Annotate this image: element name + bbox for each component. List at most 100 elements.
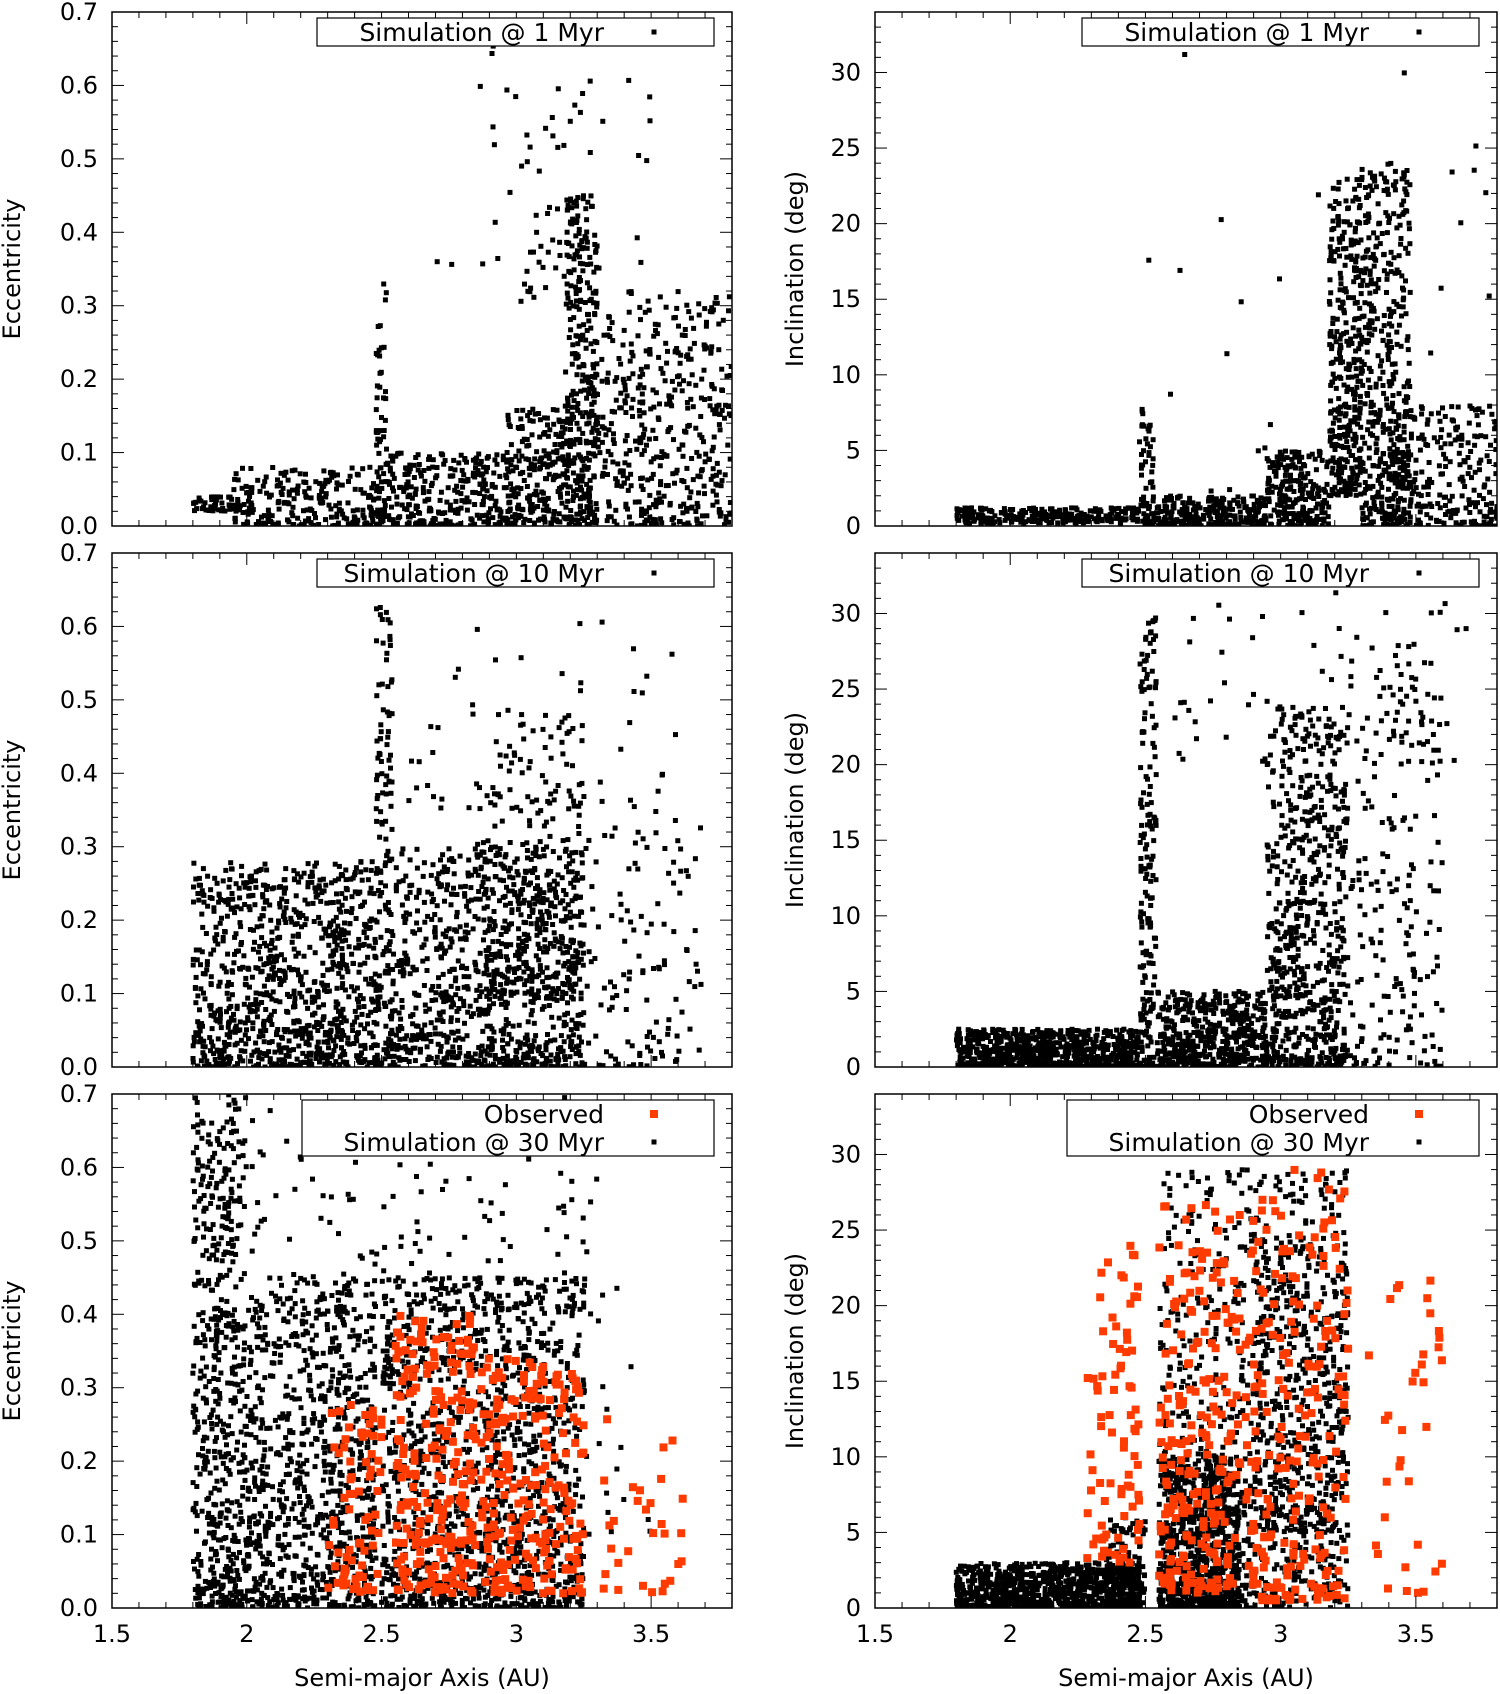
simulation-point xyxy=(194,957,200,963)
simulation-point xyxy=(1339,305,1345,311)
simulation-point xyxy=(1292,449,1298,455)
simulation-point xyxy=(646,436,652,442)
simulation-point xyxy=(205,1064,211,1067)
simulation-point xyxy=(537,417,543,423)
simulation-point xyxy=(546,451,552,457)
simulation-point xyxy=(453,498,459,504)
simulation-point xyxy=(1407,384,1413,389)
simulation-point xyxy=(311,919,317,924)
simulation-point xyxy=(365,1021,370,1027)
simulation-point xyxy=(540,507,546,513)
simulation-point xyxy=(513,94,519,100)
simulation-point xyxy=(677,381,682,387)
simulation-point xyxy=(329,474,335,480)
simulation-point xyxy=(579,467,585,473)
simulation-point xyxy=(1339,470,1344,476)
simulation-point xyxy=(583,345,589,351)
simulation-point xyxy=(1205,510,1211,516)
simulation-point xyxy=(1373,450,1379,455)
simulation-point xyxy=(565,475,570,481)
simulation-point xyxy=(478,458,484,464)
simulation-point xyxy=(1403,394,1409,400)
simulation-point xyxy=(1413,457,1419,463)
simulation-point xyxy=(406,502,412,508)
simulation-point xyxy=(1313,483,1319,489)
simulation-point xyxy=(1348,481,1354,486)
simulation-point xyxy=(290,966,296,972)
simulation-point xyxy=(1457,476,1463,482)
simulation-point xyxy=(556,433,562,439)
simulation-point xyxy=(1403,245,1409,251)
simulation-point xyxy=(1276,522,1282,526)
simulation-point xyxy=(1492,523,1497,526)
simulation-point xyxy=(402,472,408,477)
simulation-point xyxy=(1462,484,1468,489)
simulation-point xyxy=(1278,462,1284,468)
simulation-point xyxy=(208,974,214,980)
simulation-point xyxy=(580,268,586,274)
simulation-point xyxy=(1240,497,1246,503)
simulation-point xyxy=(1443,512,1448,517)
simulation-point xyxy=(216,892,222,898)
legend-simulation-marker xyxy=(651,29,657,35)
simulation-point xyxy=(227,494,233,500)
simulation-point xyxy=(263,1028,269,1033)
simulation-point xyxy=(378,869,384,875)
simulation-point xyxy=(267,1059,273,1065)
simulation-point xyxy=(253,869,259,875)
simulation-point xyxy=(699,376,705,382)
simulation-point xyxy=(541,431,547,437)
simulation-point xyxy=(579,477,585,483)
simulation-point xyxy=(383,1023,389,1029)
simulation-point xyxy=(500,457,506,463)
simulation-point xyxy=(304,1039,310,1045)
simulation-point xyxy=(576,522,582,526)
simulation-point xyxy=(505,412,511,418)
simulation-point xyxy=(528,461,534,467)
simulation-point xyxy=(1254,522,1260,526)
simulation-point xyxy=(1227,487,1233,493)
simulation-point xyxy=(1377,363,1383,369)
simulation-point xyxy=(630,414,635,419)
simulation-point xyxy=(316,522,322,526)
simulation-point xyxy=(1357,399,1363,405)
simulation-point xyxy=(226,896,232,902)
simulation-point xyxy=(1367,170,1373,176)
simulation-point xyxy=(279,1034,284,1040)
simulation-point xyxy=(554,407,560,413)
simulation-point xyxy=(1315,485,1321,491)
simulation-point xyxy=(572,523,578,526)
simulation-point xyxy=(1363,500,1369,506)
simulation-point xyxy=(1258,495,1264,501)
simulation-point xyxy=(534,229,540,235)
simulation-point xyxy=(580,91,586,96)
simulation-point xyxy=(696,301,702,307)
simulation-point xyxy=(703,323,709,329)
simulation-point xyxy=(1319,457,1325,463)
simulation-point xyxy=(1253,513,1259,519)
points-group xyxy=(190,605,704,1067)
simulation-point xyxy=(1447,459,1453,465)
simulation-point xyxy=(614,375,620,381)
simulation-point xyxy=(1391,299,1397,305)
simulation-point xyxy=(1162,503,1168,509)
simulation-point xyxy=(1324,481,1330,487)
simulation-point xyxy=(226,979,232,985)
simulation-point xyxy=(376,983,382,989)
simulation-point xyxy=(565,403,571,408)
simulation-point xyxy=(1412,416,1418,422)
simulation-point xyxy=(523,456,529,462)
simulation-point xyxy=(583,337,589,343)
simulation-point xyxy=(1407,519,1413,525)
simulation-point xyxy=(1140,411,1146,417)
simulation-point xyxy=(518,416,524,422)
simulation-point xyxy=(383,968,389,974)
simulation-point xyxy=(573,517,579,523)
simulation-point xyxy=(635,385,641,391)
simulation-point xyxy=(294,921,300,927)
simulation-point xyxy=(1494,504,1497,510)
simulation-point xyxy=(267,1014,273,1020)
simulation-point xyxy=(1193,507,1199,512)
y-tick-label: 10 xyxy=(830,361,861,389)
simulation-point xyxy=(1325,521,1331,526)
